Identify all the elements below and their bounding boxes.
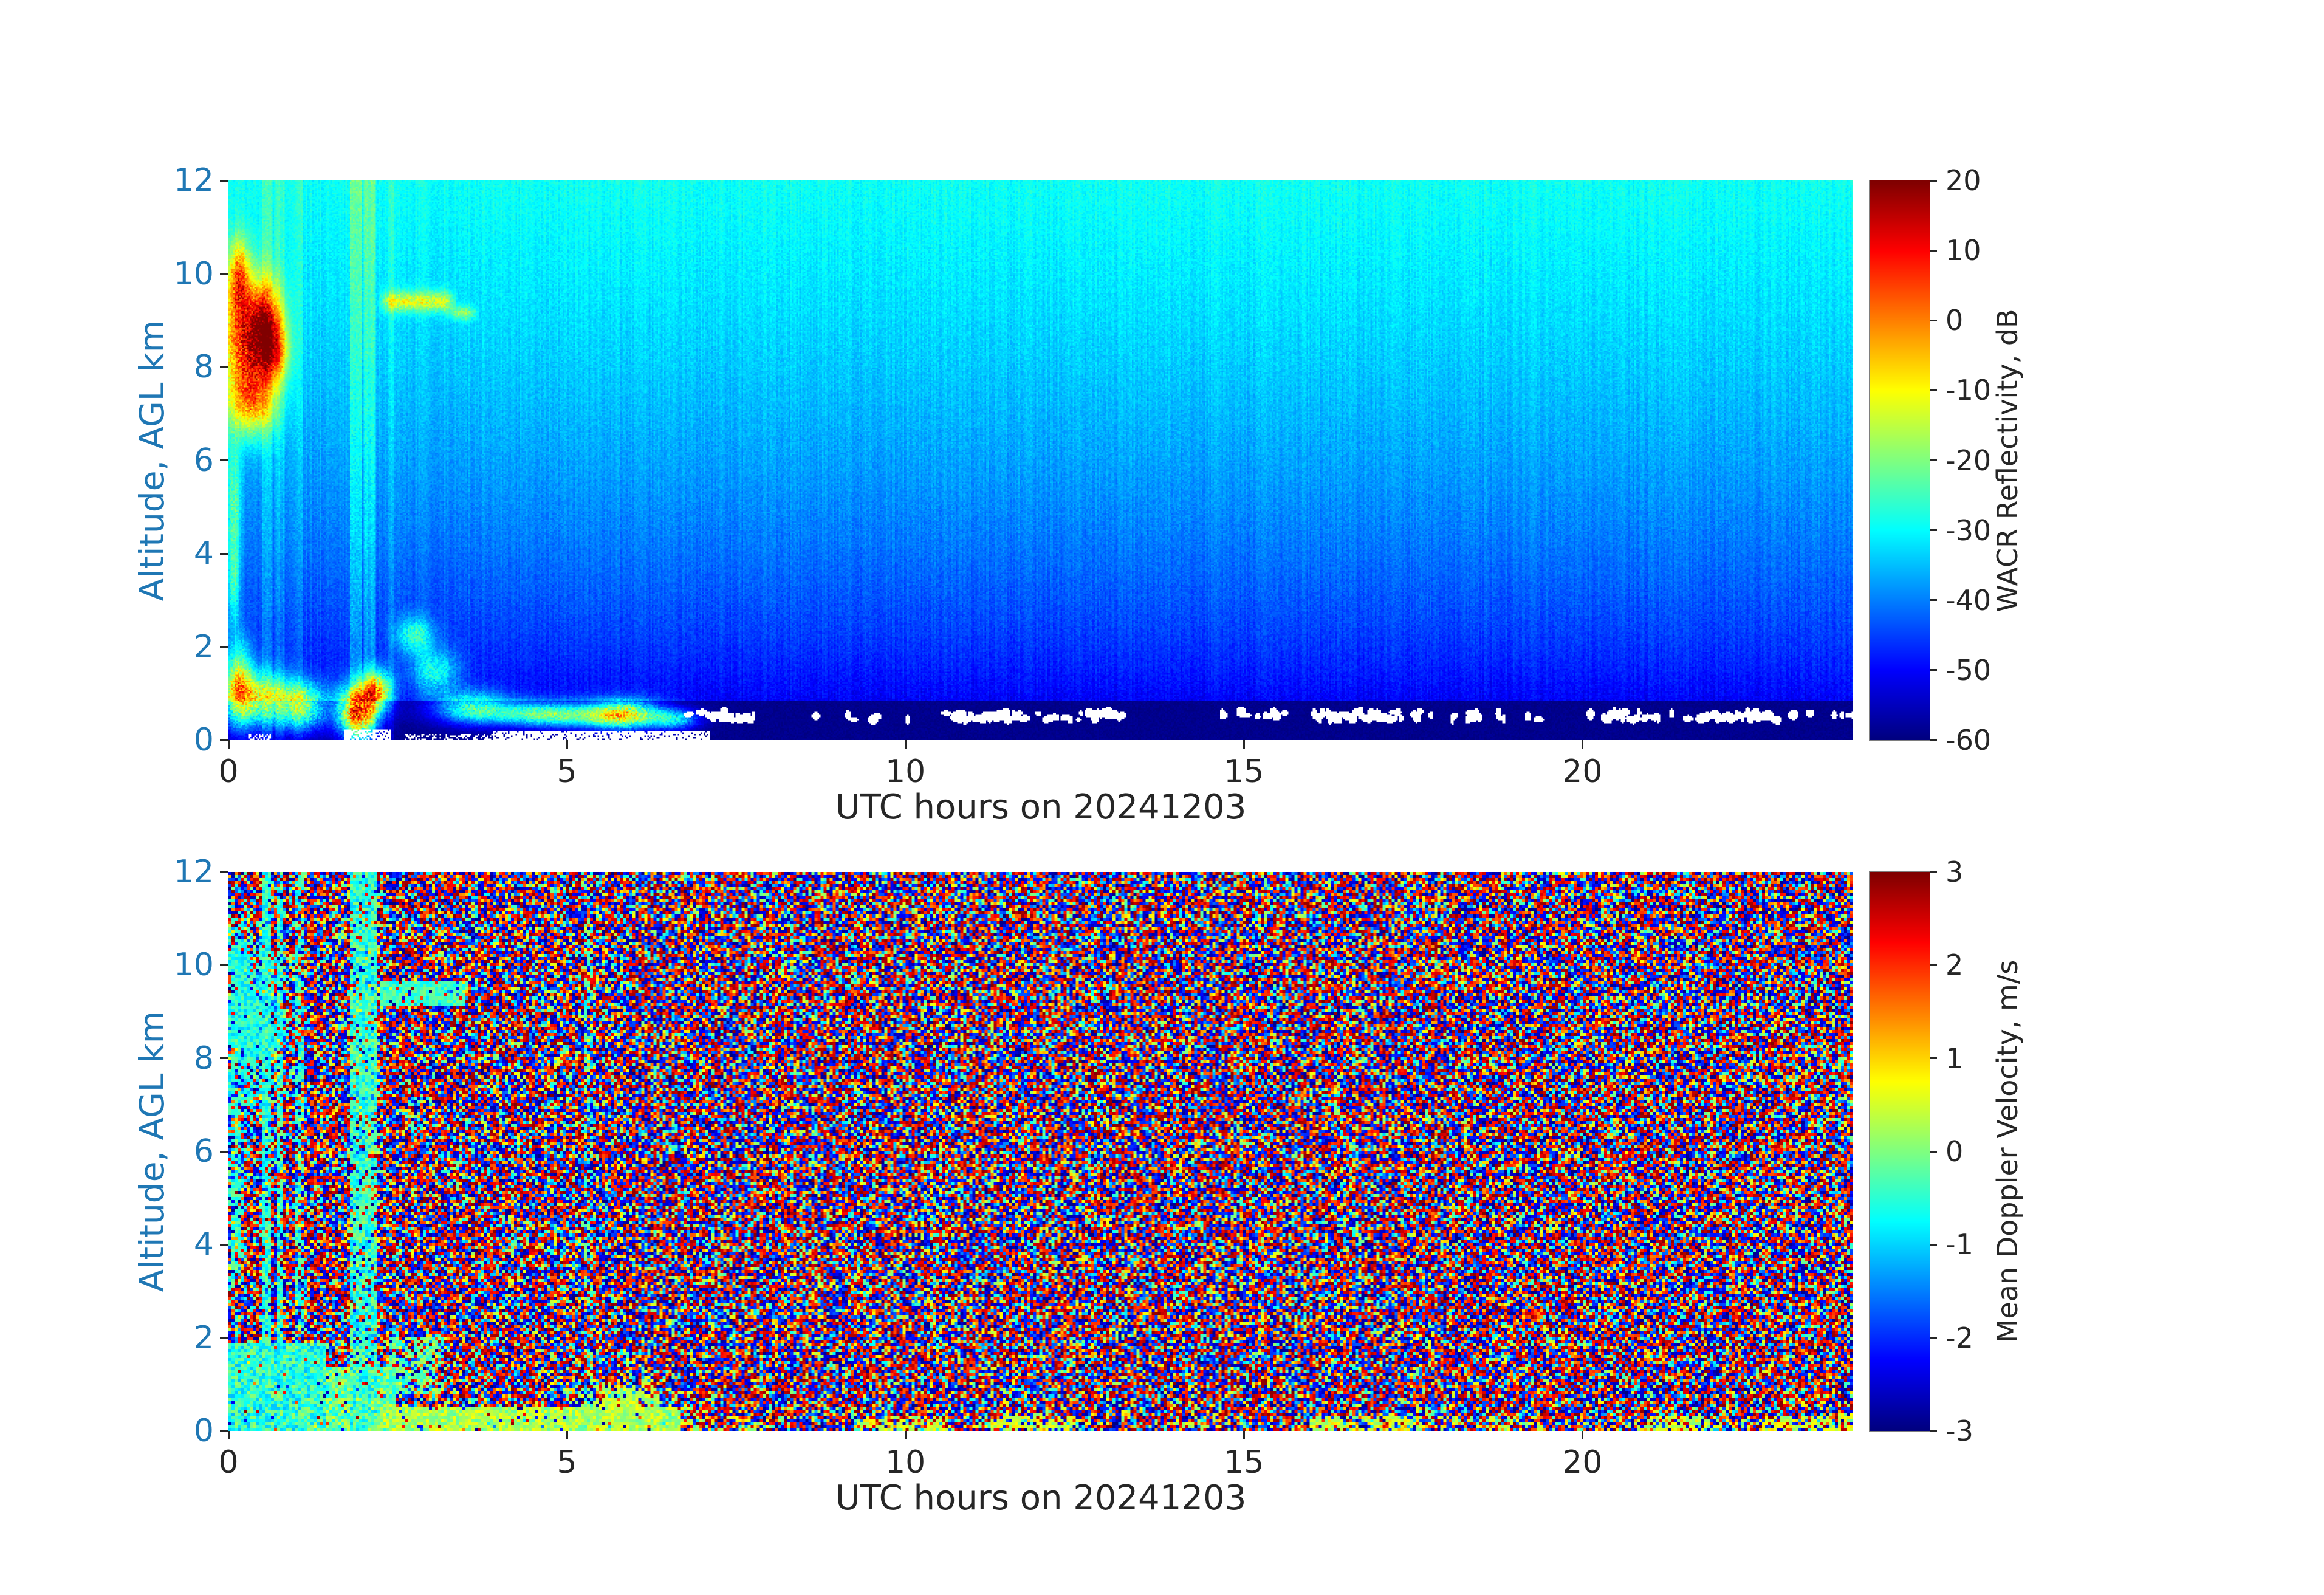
x-axis-label-velocity: UTC hours on 20241203: [835, 1478, 1247, 1518]
y-tick-label: 12: [173, 854, 214, 890]
y-tick-mark: [220, 459, 228, 461]
x-tick-label: 20: [1562, 1444, 1603, 1481]
colorbar-tick-label: -40: [1945, 583, 1992, 617]
colorbar-tick-label: 1: [1945, 1041, 1964, 1075]
y-tick-label: 8: [193, 349, 214, 385]
colorbar-tick-label: -3: [1945, 1415, 1973, 1447]
colorbar-tick-label: -2: [1945, 1321, 1973, 1354]
y-tick-mark: [220, 273, 228, 275]
colorbar-tick-label: 2: [1945, 948, 1964, 982]
reflectivity-heatmap-canvas: [228, 180, 1853, 740]
y-tick-mark: [220, 1337, 228, 1339]
colorbar-tick-mark: [1930, 459, 1937, 461]
y-tick-mark: [220, 366, 228, 368]
colorbar-tick-mark: [1930, 739, 1937, 741]
x-tick-label: 0: [218, 753, 239, 790]
x-axis-label-reflectivity: UTC hours on 20241203: [835, 787, 1247, 827]
y-tick-label: 2: [193, 628, 214, 665]
x-tick-mark: [1243, 1431, 1245, 1439]
colorbar-tick-label: 3: [1945, 856, 1964, 888]
x-tick-mark: [566, 740, 568, 749]
y-tick-mark: [220, 552, 228, 555]
colorbar-tick-mark: [1930, 389, 1937, 391]
colorbar-tick-label: 10: [1945, 234, 1981, 267]
colorbar-tick-mark: [1930, 669, 1937, 671]
x-tick-mark: [1581, 740, 1583, 749]
x-tick-label: 5: [557, 1444, 577, 1481]
colorbar-tick-label: -30: [1945, 513, 1992, 547]
x-tick-mark: [904, 1431, 907, 1439]
x-tick-label: 10: [885, 753, 926, 790]
colorbar-tick-label: -20: [1945, 444, 1992, 477]
colorbar-tick-label: 0: [1945, 304, 1964, 337]
x-tick-mark: [904, 740, 907, 749]
colorbar-tick-mark: [1930, 964, 1937, 966]
y-tick-label: 4: [193, 535, 214, 572]
y-tick-label: 10: [173, 947, 214, 984]
y-tick-mark: [220, 1057, 228, 1060]
colorbar-tick-mark: [1930, 1337, 1937, 1339]
y-tick-mark: [220, 964, 228, 966]
colorbar-tick-label: -50: [1945, 653, 1992, 687]
y-tick-mark: [220, 739, 228, 741]
y-tick-mark: [220, 179, 228, 182]
colorbar-tick-mark: [1930, 1057, 1937, 1060]
y-tick-label: 6: [193, 1133, 214, 1170]
y-tick-mark: [220, 1430, 228, 1432]
colorbar-tick-mark: [1930, 179, 1937, 182]
velocity-heatmap-canvas: [228, 872, 1853, 1431]
y-tick-mark: [220, 1243, 228, 1246]
x-tick-mark: [1243, 740, 1245, 749]
x-tick-label: 15: [1224, 1444, 1264, 1481]
y-tick-label: 6: [193, 442, 214, 479]
y-tick-label: 8: [193, 1040, 214, 1077]
colorbar-tick-label: -10: [1945, 374, 1992, 407]
colorbar-tick-mark: [1930, 1243, 1937, 1246]
x-tick-label: 0: [218, 1444, 239, 1481]
x-tick-label: 10: [885, 1444, 926, 1481]
colorbar-tick-label: -1: [1945, 1228, 1973, 1261]
velocity-colorbar: [1869, 871, 1930, 1432]
colorbar-tick-mark: [1930, 249, 1937, 252]
x-tick-mark: [227, 740, 230, 749]
x-tick-mark: [1581, 1431, 1583, 1439]
x-tick-label: 5: [557, 753, 577, 790]
x-tick-mark: [227, 1431, 230, 1439]
colorbar-label-velocity: Mean Doppler Velocity, m/s: [1991, 959, 2024, 1343]
x-tick-mark: [566, 1431, 568, 1439]
y-tick-mark: [220, 646, 228, 648]
colorbar-tick-mark: [1930, 871, 1937, 873]
y-tick-label: 0: [193, 722, 214, 758]
colorbar-tick-mark: [1930, 1150, 1937, 1153]
colorbar-tick-label: 20: [1945, 164, 1981, 197]
reflectivity-colorbar: [1869, 180, 1930, 741]
y-tick-mark: [220, 871, 228, 873]
y-tick-mark: [220, 1150, 228, 1153]
colorbar-tick-mark: [1930, 1430, 1937, 1432]
colorbar-tick-mark: [1930, 599, 1937, 602]
y-tick-label: 0: [193, 1413, 214, 1449]
colorbar-tick-mark: [1930, 529, 1937, 532]
x-tick-label: 15: [1224, 753, 1264, 790]
y-tick-label: 10: [173, 255, 214, 292]
x-tick-label: 20: [1562, 753, 1603, 790]
colorbar-tick-label: -60: [1945, 724, 1992, 756]
y-tick-label: 4: [193, 1226, 214, 1263]
y-tick-label: 12: [173, 162, 214, 199]
y-tick-label: 2: [193, 1319, 214, 1356]
colorbar-label-reflectivity: WACR Reflectivity, dB: [1991, 308, 2024, 612]
colorbar-tick-label: 0: [1945, 1135, 1964, 1168]
colorbar-tick-mark: [1930, 319, 1937, 321]
